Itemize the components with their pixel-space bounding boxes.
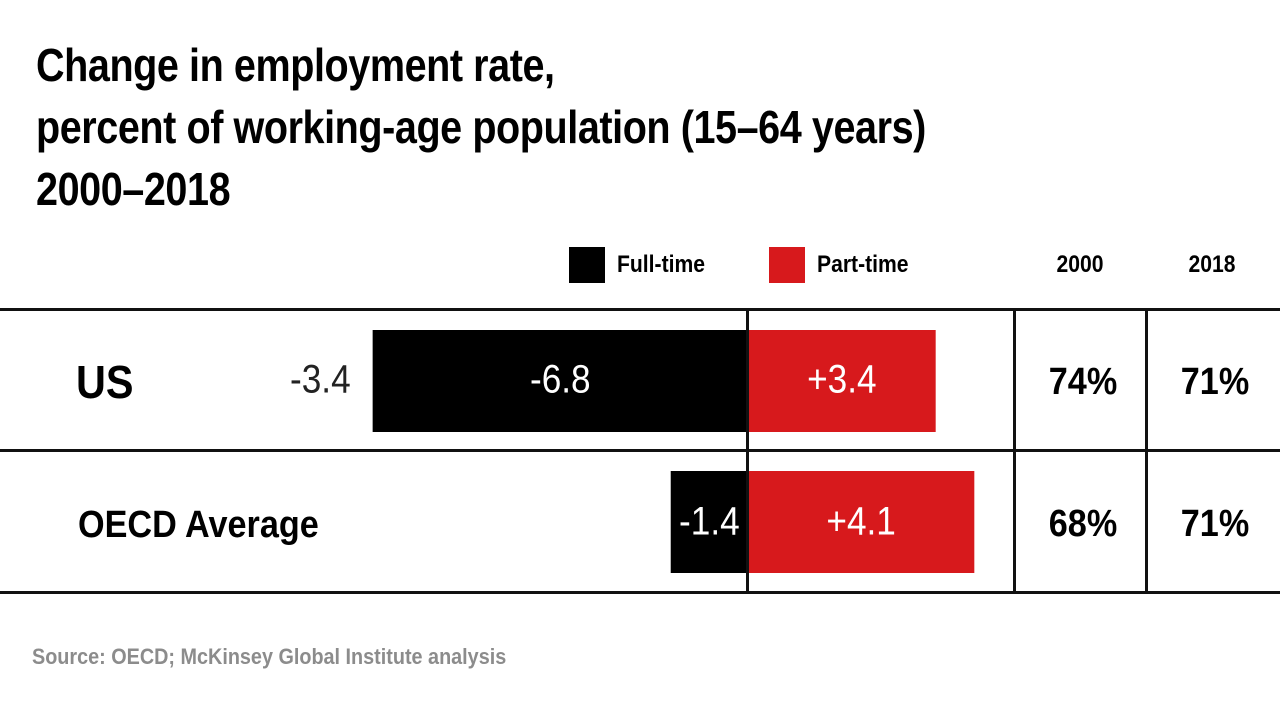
row-label-oecd-average: OECD Average xyxy=(78,504,319,546)
bar-full-time-us xyxy=(372,330,748,432)
data-label-part-time-us: +3.4 xyxy=(807,356,876,401)
column-header-2018: 2018 xyxy=(1188,251,1236,278)
table-row-divider xyxy=(0,449,1280,452)
rate-2018-oecd-average: 71% xyxy=(1180,503,1250,545)
table-bottom-rule xyxy=(0,591,1280,594)
chart-title-line-1: Change in employment rate, xyxy=(36,39,555,91)
zero-axis-line xyxy=(746,308,749,594)
bar-part-time-oecd-average xyxy=(748,471,975,573)
chart-title-line-3: 2000–2018 xyxy=(36,163,231,215)
row-label-us: US xyxy=(76,356,134,408)
net-change-label-us: -3.4 xyxy=(290,356,351,401)
rate-2000-us: 74% xyxy=(1048,361,1118,403)
table-top-rule xyxy=(0,308,1280,311)
chart-title-line-2: percent of working-age population (15–64… xyxy=(36,101,926,153)
legend-swatch-part-time xyxy=(769,247,805,283)
column-divider-2018 xyxy=(1145,308,1148,594)
legend-label-full-time: Full-time xyxy=(617,251,705,278)
column-divider-2000 xyxy=(1013,308,1016,594)
rate-2000-oecd-average: 68% xyxy=(1048,503,1118,545)
data-label-full-time-oecd-average: -1.4 xyxy=(679,498,740,543)
data-label-full-time-us: -6.8 xyxy=(530,356,591,401)
bar-full-time-oecd-average xyxy=(670,471,748,573)
data-label-part-time-oecd-average: +4.1 xyxy=(826,498,895,543)
column-header-2000: 2000 xyxy=(1056,251,1104,278)
legend-label-part-time: Part-time xyxy=(817,251,909,278)
rate-2018-us: 71% xyxy=(1180,361,1250,403)
legend-swatch-full-time xyxy=(569,247,605,283)
bar-part-time-us xyxy=(748,330,936,432)
source-note: Source: OECD; McKinsey Global Institute … xyxy=(32,644,507,669)
chart-title: Change in employment rate, percent of wo… xyxy=(36,34,926,220)
